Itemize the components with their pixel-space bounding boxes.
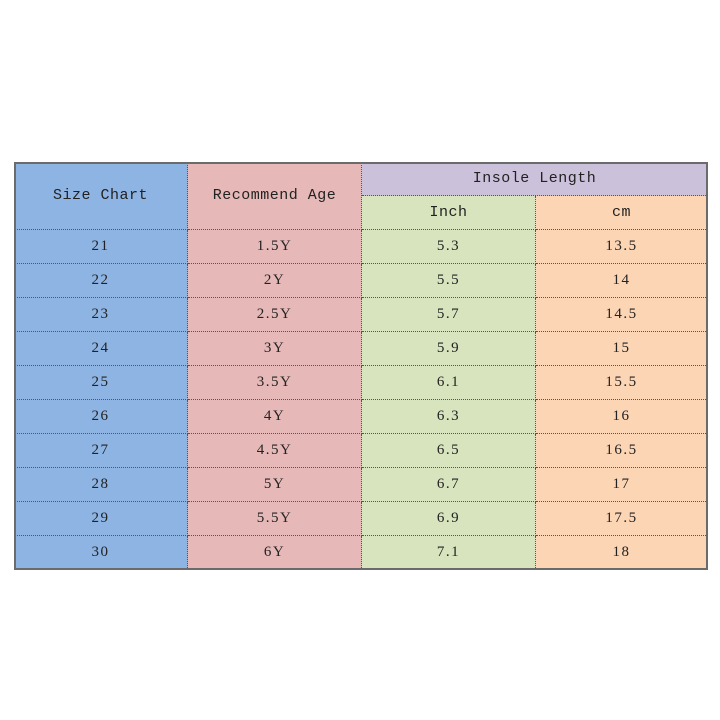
inch-cell: 6.3 xyxy=(362,400,536,434)
age-cell: 5.5Y xyxy=(188,502,362,536)
inch-cell: 7.1 xyxy=(362,536,536,570)
header-age: Recommend Age xyxy=(188,162,362,230)
age-cell: 3.5Y xyxy=(188,366,362,400)
size-cell: 28 xyxy=(14,468,188,502)
cm-cell: 15 xyxy=(536,332,708,366)
inch-cell: 5.7 xyxy=(362,298,536,332)
header-cm: cm xyxy=(536,196,708,230)
size-cell: 29 xyxy=(14,502,188,536)
inch-cell: 6.5 xyxy=(362,434,536,468)
size-cell: 24 xyxy=(14,332,188,366)
inch-cell: 6.7 xyxy=(362,468,536,502)
age-cell: 2.5Y xyxy=(188,298,362,332)
header-size: Size Chart xyxy=(14,162,188,230)
size-cell: 21 xyxy=(14,230,188,264)
age-cell: 2Y xyxy=(188,264,362,298)
size-cell: 27 xyxy=(14,434,188,468)
size-cell: 22 xyxy=(14,264,188,298)
cm-cell: 17.5 xyxy=(536,502,708,536)
cm-cell: 16.5 xyxy=(536,434,708,468)
age-cell: 1.5Y xyxy=(188,230,362,264)
inch-cell: 5.9 xyxy=(362,332,536,366)
size-cell: 26 xyxy=(14,400,188,434)
size-cell: 30 xyxy=(14,536,188,570)
cm-cell: 17 xyxy=(536,468,708,502)
cm-cell: 14 xyxy=(536,264,708,298)
size-cell: 23 xyxy=(14,298,188,332)
age-cell: 5Y xyxy=(188,468,362,502)
size-cell: 25 xyxy=(14,366,188,400)
age-cell: 6Y xyxy=(188,536,362,570)
cm-cell: 16 xyxy=(536,400,708,434)
inch-cell: 6.1 xyxy=(362,366,536,400)
cm-cell: 18 xyxy=(536,536,708,570)
cm-cell: 14.5 xyxy=(536,298,708,332)
header-insole: Insole Length xyxy=(362,162,708,196)
inch-cell: 5.3 xyxy=(362,230,536,264)
inch-cell: 5.5 xyxy=(362,264,536,298)
cm-cell: 13.5 xyxy=(536,230,708,264)
age-cell: 3Y xyxy=(188,332,362,366)
cm-cell: 15.5 xyxy=(536,366,708,400)
header-inch: Inch xyxy=(362,196,536,230)
age-cell: 4Y xyxy=(188,400,362,434)
age-cell: 4.5Y xyxy=(188,434,362,468)
inch-cell: 6.9 xyxy=(362,502,536,536)
